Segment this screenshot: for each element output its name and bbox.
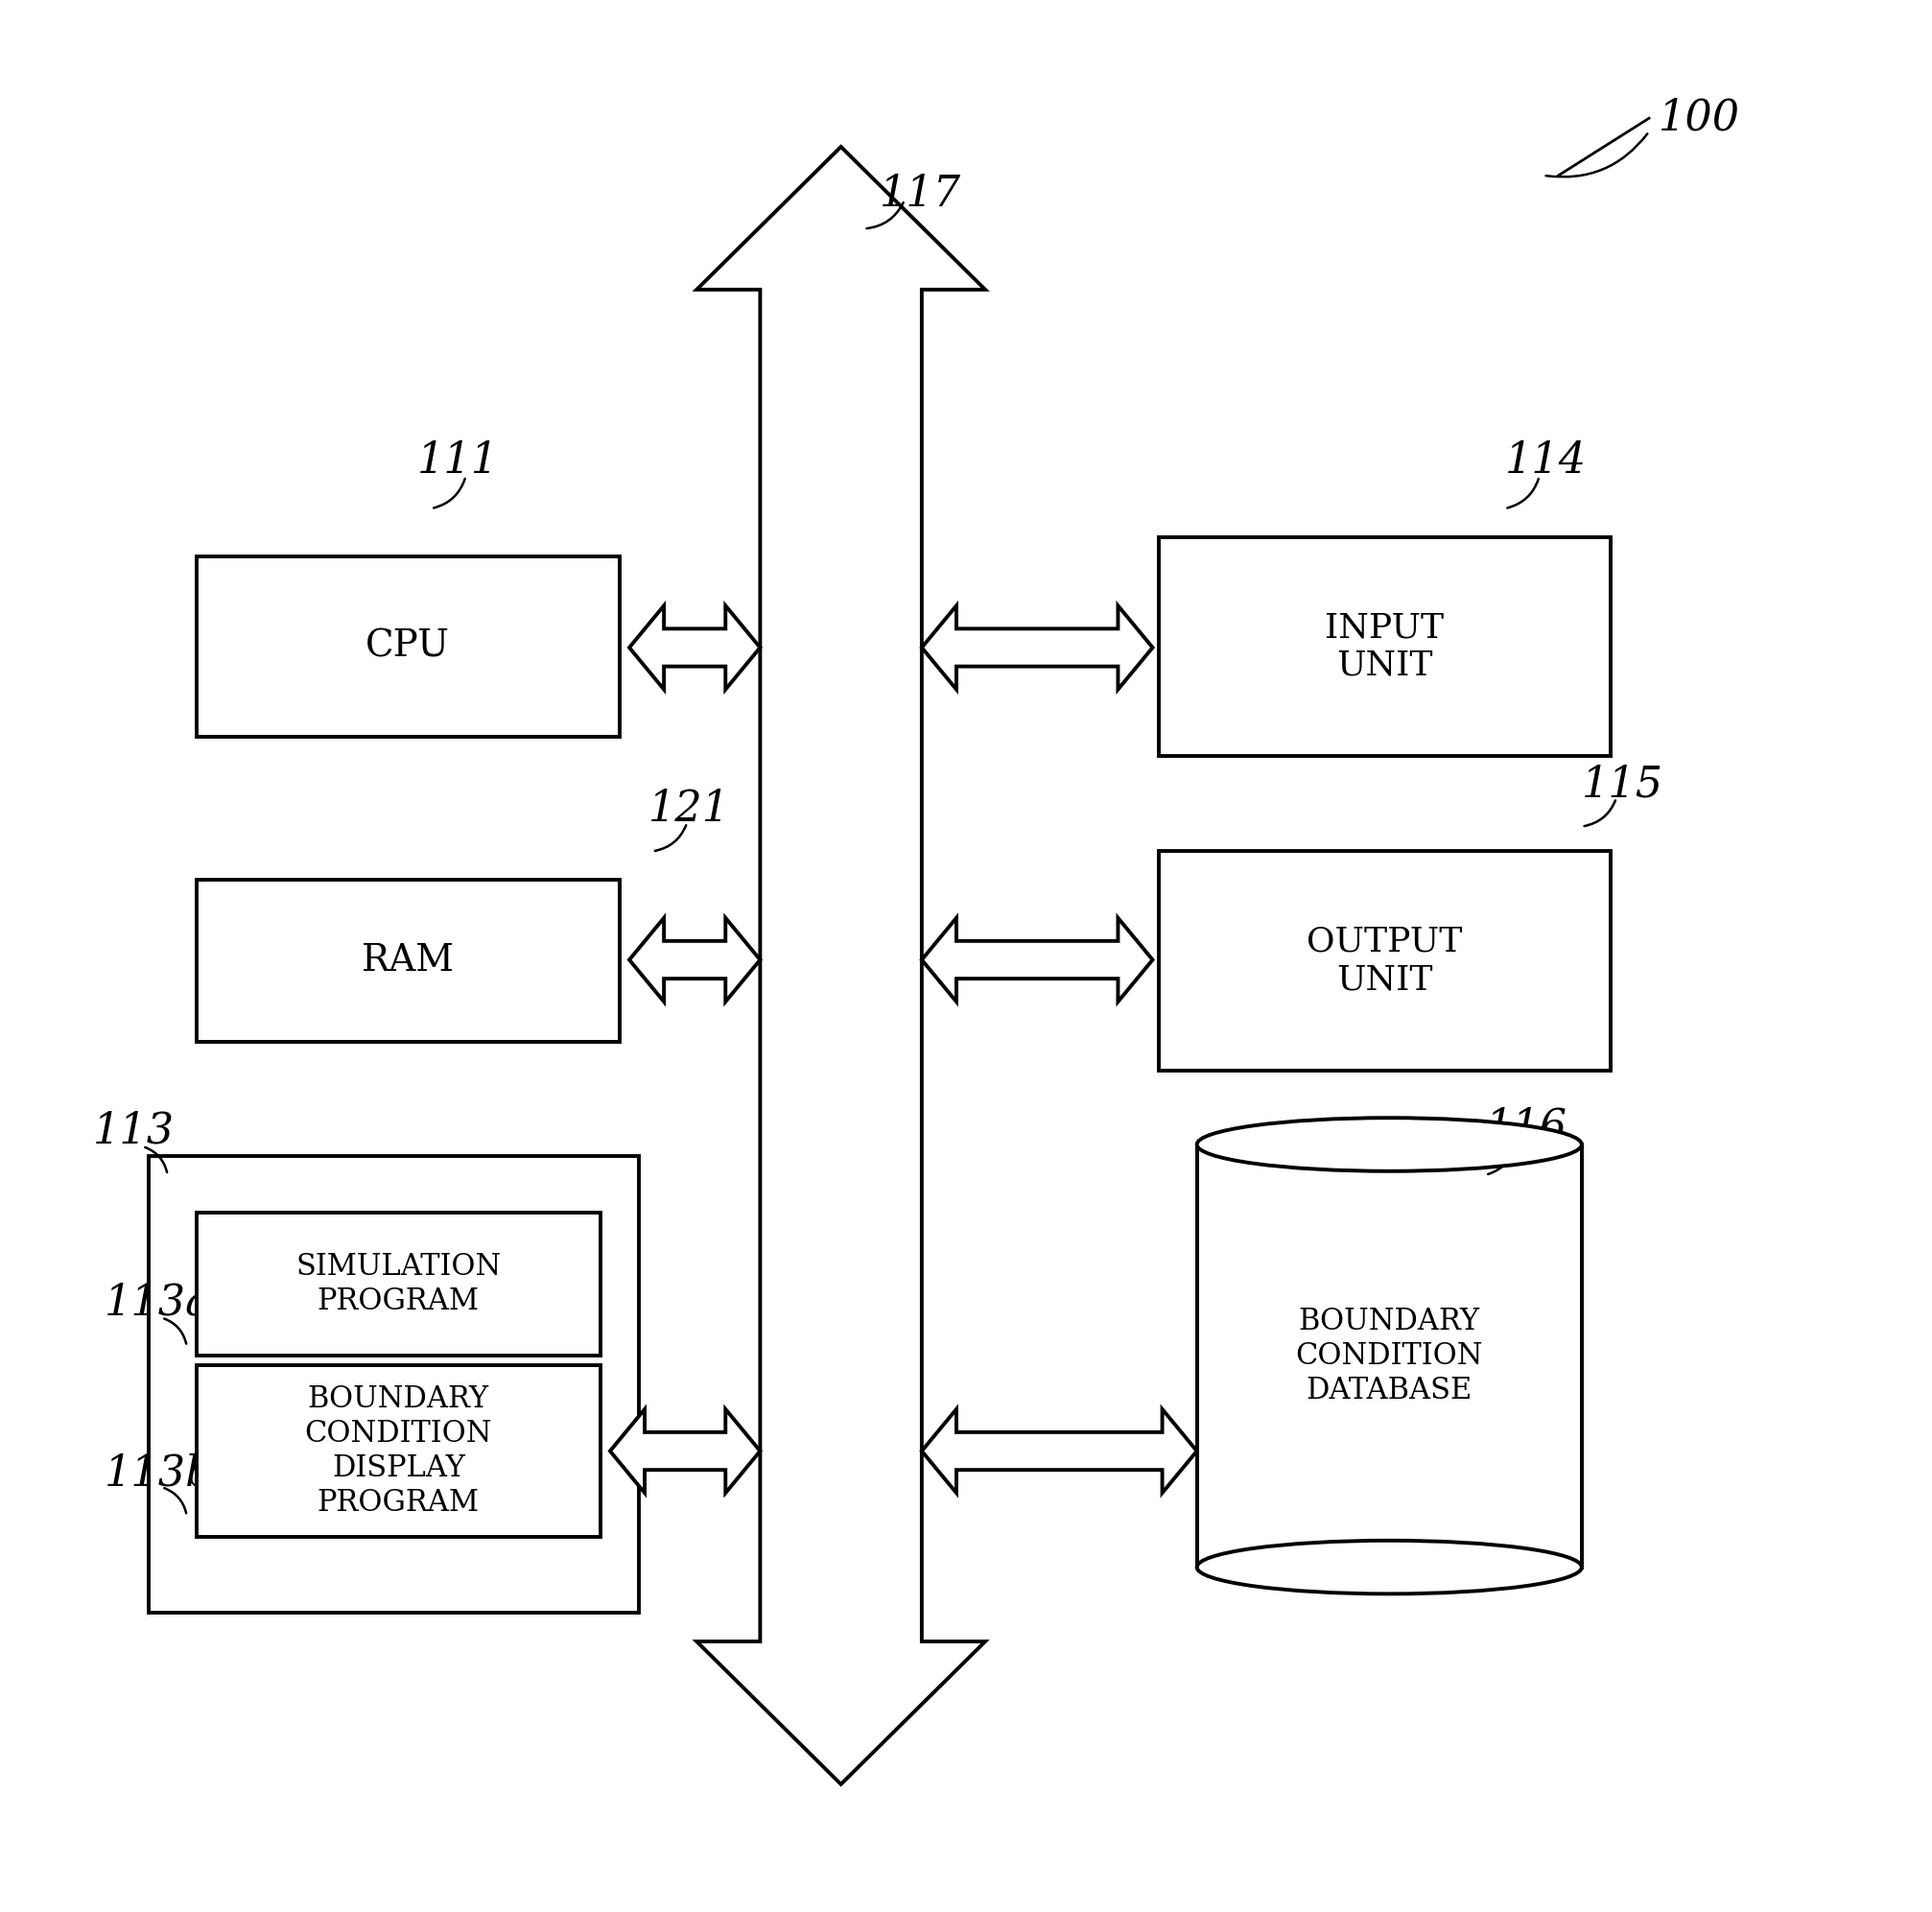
FancyBboxPatch shape (197, 880, 620, 1042)
Text: BOUNDARY
CONDITION
DISPLAY
PROGRAM: BOUNDARY CONDITION DISPLAY PROGRAM (305, 1384, 493, 1518)
Polygon shape (697, 147, 985, 1784)
Polygon shape (630, 606, 759, 690)
Polygon shape (922, 918, 1153, 1002)
FancyBboxPatch shape (1159, 851, 1611, 1071)
FancyBboxPatch shape (197, 556, 620, 736)
Text: 115: 115 (1582, 765, 1663, 805)
Text: INPUT
UNIT: INPUT UNIT (1325, 612, 1443, 683)
Text: CPU: CPU (365, 629, 450, 663)
FancyBboxPatch shape (149, 1157, 639, 1614)
Text: 113b: 113b (104, 1453, 213, 1495)
Text: 113: 113 (93, 1111, 174, 1151)
Polygon shape (922, 1409, 1198, 1493)
Polygon shape (611, 1409, 759, 1493)
FancyBboxPatch shape (197, 1365, 601, 1537)
Bar (1198, 1145, 1582, 1568)
Text: RAM: RAM (361, 943, 454, 979)
Polygon shape (922, 606, 1153, 690)
Text: 114: 114 (1505, 440, 1586, 482)
Text: 111: 111 (417, 440, 498, 482)
Text: 116: 116 (1486, 1107, 1567, 1147)
Ellipse shape (1198, 1119, 1582, 1172)
Text: OUTPUT
UNIT: OUTPUT UNIT (1306, 925, 1463, 996)
Polygon shape (630, 918, 759, 1002)
Text: BOUNDARY
CONDITION
DATABASE: BOUNDARY CONDITION DATABASE (1296, 1306, 1484, 1405)
Ellipse shape (1198, 1541, 1582, 1595)
Text: SIMULATION
PROGRAM: SIMULATION PROGRAM (296, 1252, 500, 1317)
FancyBboxPatch shape (197, 1212, 601, 1356)
FancyBboxPatch shape (1159, 537, 1611, 755)
Text: 113a: 113a (104, 1281, 211, 1323)
Text: 100: 100 (1660, 98, 1741, 140)
Text: 121: 121 (649, 788, 730, 830)
Text: 117: 117 (879, 174, 960, 216)
